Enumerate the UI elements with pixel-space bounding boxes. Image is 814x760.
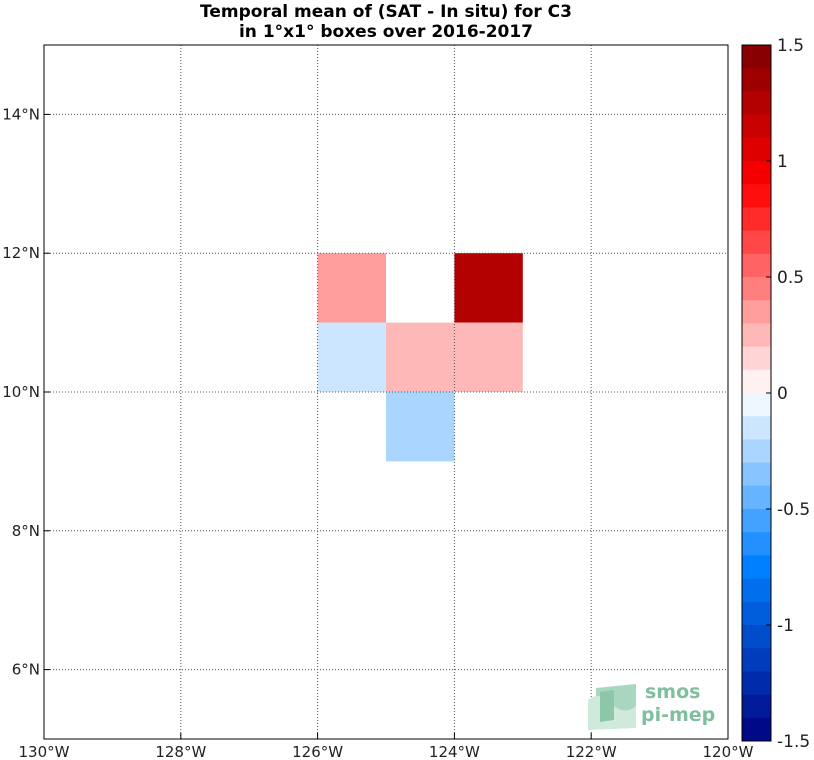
x-tick-label: 122°W	[566, 743, 617, 760]
colorbar-segment	[742, 346, 771, 371]
colorbar-segment	[742, 393, 771, 417]
x-tick-label: 126°W	[292, 743, 343, 760]
x-tick-label: 130°W	[19, 743, 70, 760]
colorbar-tick-label: 1	[777, 152, 788, 172]
smos-pi-mep-logo: smos pi-mep	[588, 681, 715, 730]
colorbar-segment	[742, 439, 771, 464]
x-tick-label: 124°W	[429, 743, 480, 760]
heatmap-cell	[454, 253, 523, 323]
colorbar-tick-label: -0.5	[777, 500, 810, 520]
axes: 130°W 128°W 126°W 124°W 122°W 120°W 6°N 8°N 10°N…	[2, 105, 753, 760]
chart-subtitle: in 1°x1° boxes over 2016-2017	[238, 22, 534, 42]
chart-title: Temporal mean of (SAT - In situ) for C3	[200, 2, 572, 22]
heatmap-cell	[317, 322, 386, 392]
y-tick-label: 12°N	[2, 244, 40, 262]
colorbar-segment	[742, 369, 771, 394]
colorbar-segment	[742, 509, 771, 533]
x-tick-label: 120°W	[703, 743, 754, 760]
colorbar-segment	[742, 717, 771, 742]
colorbar-segment	[742, 671, 771, 696]
colorbar-segment	[742, 555, 771, 580]
heatmap-cell	[317, 253, 386, 323]
colorbar-segment	[742, 184, 771, 208]
y-tick-label: 10°N	[2, 383, 40, 401]
colorbar-segment	[742, 207, 771, 232]
heatmap-cell	[386, 322, 455, 392]
heatmap-cell	[454, 322, 523, 392]
colorbar-tick-label: 0.5	[777, 268, 804, 288]
colorbar-segment	[742, 648, 771, 672]
colorbar-segment	[742, 114, 771, 139]
colorbar-tick-label: -1.5	[777, 732, 810, 752]
colorbar-segment	[742, 416, 771, 440]
colorbar-segment	[742, 137, 771, 162]
y-tick-label: 6°N	[12, 661, 40, 679]
colorbar-segment	[742, 323, 771, 348]
colorbar-segment	[742, 578, 771, 603]
y-tick-label: 8°N	[12, 522, 40, 540]
colorbar-segment	[742, 161, 771, 185]
colorbar-segment	[742, 485, 771, 510]
colorbar-tick-label: -1	[777, 616, 794, 636]
colorbar-segment	[742, 532, 771, 556]
colorbar-segment	[742, 601, 771, 626]
colorbar-segment	[742, 300, 771, 324]
colorbar-segment	[742, 694, 771, 719]
colorbar-segment	[742, 253, 771, 278]
heatmap-cells	[317, 253, 523, 462]
gridlines	[44, 45, 728, 739]
logo-text-pimep: pi-mep	[641, 704, 715, 726]
colorbar-segment	[742, 625, 771, 649]
y-tick-label: 14°N	[2, 105, 40, 123]
colorbar-segment	[742, 462, 771, 487]
x-tick-label: 128°W	[155, 743, 206, 760]
colorbar-tick-label: 0	[777, 384, 788, 404]
colorbar: 1.5 1 0.5 0 -0.5 -1 -1.5	[741, 36, 810, 752]
colorbar-tick-label: 1.5	[777, 36, 804, 56]
heatmap-cell	[386, 392, 455, 462]
colorbar-segment	[742, 230, 771, 255]
colorbar-segment	[742, 91, 771, 116]
logo-text-smos: smos	[645, 681, 700, 703]
colorbar-segment	[742, 68, 771, 92]
colorbar-segment	[742, 277, 771, 301]
colorbar-segment	[742, 45, 771, 69]
